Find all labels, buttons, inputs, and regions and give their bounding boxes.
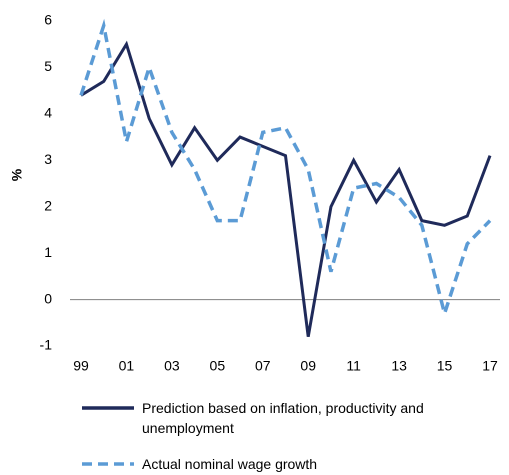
legend-swatch [82,462,134,466]
y-tick-label: -1 [40,337,53,353]
y-tick-label: 0 [44,290,52,306]
y-tick-label: 3 [44,151,52,167]
legend-label: Prediction based on inflation, productiv… [142,400,424,436]
y-tick-label: 4 [44,105,52,121]
x-tick-label: 17 [482,358,498,374]
x-tick-label: 07 [255,358,271,374]
x-tick-label: 09 [300,358,316,374]
x-tick-label: 13 [391,358,407,374]
y-axis-label: % [9,168,25,181]
y-tick-label: 6 [44,12,52,28]
legend-label: Actual nominal wage growth [142,456,318,472]
x-tick-label: 11 [346,358,361,374]
legend-item: Actual nominal wage growth [80,454,504,474]
legend-item: Prediction based on inflation, productiv… [80,398,504,438]
x-tick-label: 05 [210,358,226,374]
x-tick-label: 99 [73,358,89,374]
x-tick-label: 01 [119,358,135,374]
x-tick-label: 03 [164,358,180,374]
series-line [80,40,492,337]
series-line [79,18,492,320]
y-tick-label: 5 [44,58,52,74]
x-tick-label: 15 [437,358,453,374]
legend-swatch [82,406,134,410]
y-tick-label: 2 [44,197,52,213]
y-tick-label: 1 [44,244,52,260]
